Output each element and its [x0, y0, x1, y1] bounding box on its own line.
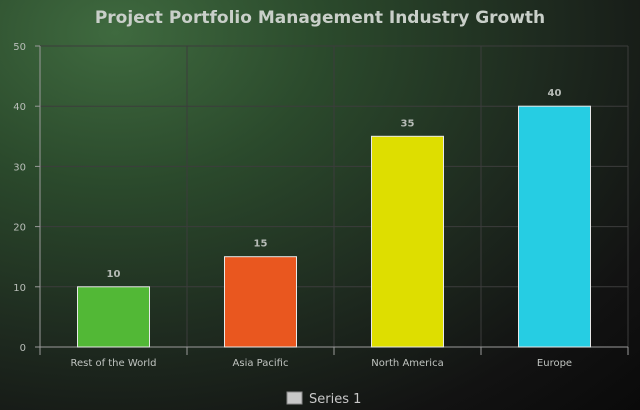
x-tick-label: Rest of the World	[70, 358, 156, 369]
y-tick-label: 40	[13, 102, 26, 113]
data-label: 15	[254, 239, 268, 250]
y-tick-label: 30	[13, 162, 26, 173]
legend[interactable]: Series 1	[286, 391, 361, 407]
data-labels: 10 15 35 40	[107, 88, 562, 280]
bars	[77, 105, 591, 348]
legend-label[interactable]: Series 1	[309, 392, 361, 407]
data-label: 10	[107, 269, 121, 280]
data-label: 40	[548, 88, 562, 99]
bar-rest-of-the-world[interactable]	[77, 286, 150, 348]
bar-north-america[interactable]	[371, 135, 444, 348]
y-axis-ticks: 0 10 20 30 40 50	[13, 42, 26, 354]
y-tick-label: 50	[13, 42, 26, 53]
y-tick-label: 10	[13, 283, 26, 294]
bar-asia-pacific[interactable]	[224, 256, 297, 348]
x-tick-label: Europe	[537, 358, 572, 369]
y-tick-label: 0	[20, 343, 26, 354]
bar-europe[interactable]	[518, 105, 591, 348]
y-tick-label: 20	[13, 223, 26, 234]
x-tick-label: North America	[371, 358, 443, 369]
chart-title: Project Portfolio Management Industry Gr…	[95, 8, 545, 28]
legend-swatch[interactable]	[286, 391, 303, 405]
grid	[40, 45, 629, 347]
x-axis-ticks: Rest of the World Asia Pacific North Ameri…	[70, 358, 572, 369]
data-label: 35	[401, 118, 415, 129]
x-tick-label: Asia Pacific	[233, 358, 289, 369]
